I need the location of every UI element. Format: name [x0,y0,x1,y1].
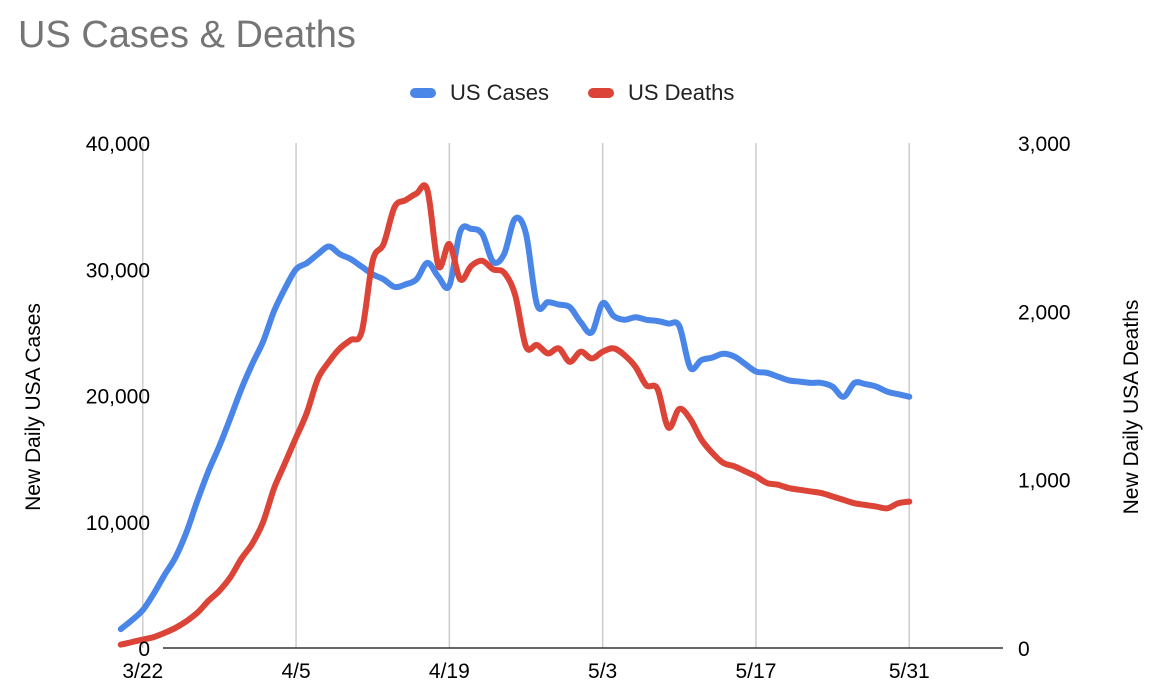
y-left-tick-label: 0 [138,638,150,661]
y-left-tick-label: 20,000 [86,386,150,409]
legend-label-cases: US Cases [450,80,550,105]
legend-item-cases: US Cases [410,78,549,108]
chart-title: US Cases & Deaths [18,14,356,56]
grid-lines [142,143,910,648]
series-line-us-deaths [117,182,913,648]
y-right-tick-label: 0 [1018,638,1030,661]
x-tick-label: 3/22 [122,660,163,683]
legend-swatch-cases [410,88,436,98]
series-line-us-cases [117,214,913,633]
y-left-tick-label: 40,000 [86,133,150,156]
axes: 3/22 4/5 4/19 5/3 5/17 5/31 0 10,000 20,000 30,00… [86,133,1071,683]
y-right-tick-label: 1,000 [1018,470,1071,493]
x-tick-label: 4/5 [281,660,310,683]
y-right-axis-title: New Daily USA Deaths [1120,300,1143,515]
chart-legend: US Cases US Deaths [0,78,1150,108]
y-left-axis-title: New Daily USA Cases [22,303,45,511]
series-layer [117,182,913,648]
legend-item-deaths: US Deaths [588,78,734,108]
y-left-tick-label: 30,000 [86,259,150,282]
y-right-tick-label: 2,000 [1018,301,1071,324]
x-tick-label: 5/17 [736,660,777,683]
legend-swatch-deaths [588,88,614,98]
x-tick-label: 5/31 [889,660,930,683]
y-right-tick-label: 3,000 [1018,133,1071,156]
x-tick-label: 5/3 [588,660,617,683]
x-tick-label: 4/19 [429,660,470,683]
y-left-tick-label: 10,000 [86,512,150,535]
legend-label-deaths: US Deaths [628,80,735,105]
